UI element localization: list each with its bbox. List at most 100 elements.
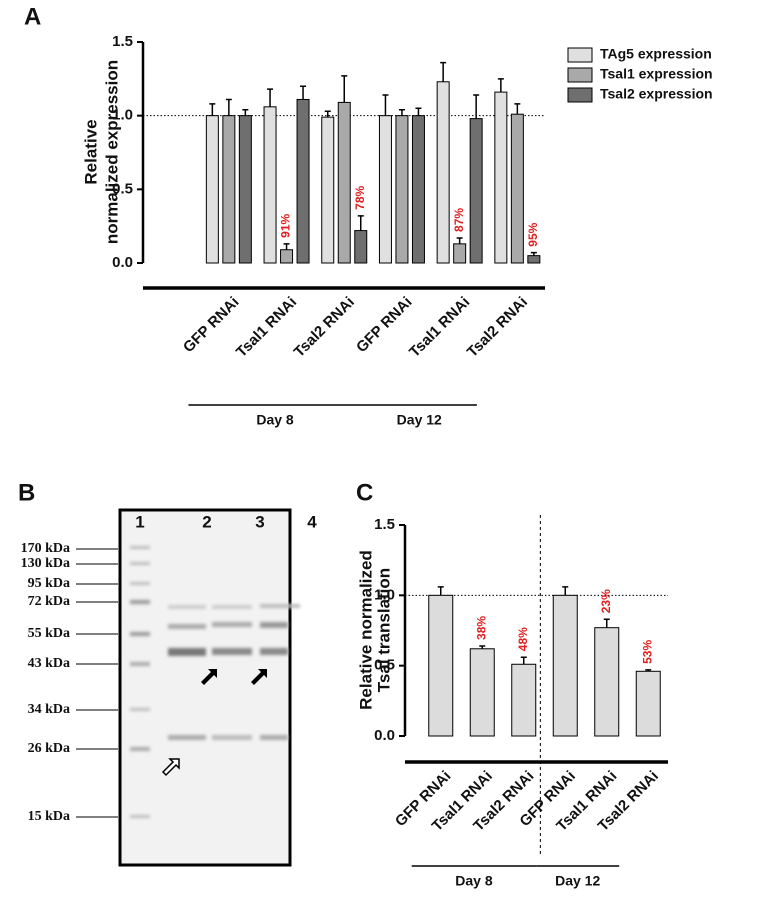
knockdown-label: 48%	[516, 627, 530, 651]
knockdown-label: 78%	[353, 186, 367, 210]
x-tick-label: Tsal2 RNAi	[464, 294, 531, 361]
bar	[296, 98, 310, 264]
knockdown-label: 91%	[279, 213, 293, 237]
group-label: Day 12	[397, 412, 442, 428]
error-bar	[225, 98, 232, 116]
group-label: Day 12	[555, 873, 600, 889]
bar	[635, 670, 661, 737]
y-axis-label: Relative	[81, 119, 100, 184]
legend-swatch	[567, 67, 593, 83]
bar	[428, 594, 454, 737]
error-bar	[300, 85, 307, 100]
error-bar	[473, 94, 480, 119]
x-tick-label: GFP RNAi	[180, 294, 243, 357]
error-bar	[456, 237, 463, 244]
marker-label: 130 kDa	[21, 556, 70, 571]
error-bar	[440, 61, 447, 82]
error-bar	[324, 110, 331, 118]
x-tick-label: Tsal1 RNAi	[406, 294, 473, 361]
marker-label: 34 kDa	[28, 702, 70, 717]
y-tick-label: 0.0	[112, 254, 133, 271]
bar	[594, 627, 620, 737]
panel-letter: A	[24, 3, 41, 30]
arrow	[161, 758, 180, 777]
bar	[378, 115, 392, 264]
x-tick-label: Tsal2 RNAi	[291, 294, 358, 361]
x-tick-label: Tsal1 RNAi	[233, 294, 300, 361]
marker-label: 170 kDa	[21, 541, 70, 556]
error-bar	[497, 78, 504, 93]
bar	[395, 115, 409, 264]
knockdown-label: 38%	[474, 616, 488, 640]
legend-label: Tsal1 expression	[600, 66, 713, 82]
bar	[238, 115, 252, 264]
error-bar	[283, 243, 290, 250]
y-tick-label: 1.0	[374, 586, 395, 603]
marker-label: 55 kDa	[28, 626, 70, 641]
panel-letter: C	[356, 479, 373, 506]
error-bar	[382, 94, 389, 116]
panel-letter: B	[18, 479, 35, 506]
knockdown-label: 53%	[640, 640, 654, 664]
bar	[510, 113, 524, 264]
bar	[337, 101, 351, 264]
error-bar	[209, 103, 216, 116]
knockdown-label: 87%	[452, 208, 466, 232]
error-bar	[437, 586, 444, 596]
error-bar	[267, 88, 274, 107]
group-label: Day 8	[256, 412, 294, 428]
error-bar	[530, 251, 537, 256]
x-tick-label: GFP RNAi	[353, 294, 416, 357]
marker-label: 15 kDa	[28, 809, 70, 824]
error-bar	[562, 586, 569, 596]
bar	[354, 230, 368, 264]
legend-swatch	[567, 87, 593, 103]
error-bar	[520, 656, 527, 665]
bar	[453, 243, 467, 264]
error-bar	[357, 215, 364, 231]
y-tick-label: 0.5	[112, 180, 133, 197]
knockdown-label: 23%	[599, 589, 613, 613]
bar	[469, 648, 495, 737]
bar	[411, 115, 425, 264]
gel-bands	[130, 546, 300, 818]
y-tick-label: 0.0	[374, 727, 395, 744]
marker-label: 72 kDa	[28, 594, 70, 609]
bar	[263, 106, 277, 264]
bar	[321, 116, 335, 264]
bar	[552, 594, 578, 737]
y-axis-label: normalized expression	[102, 60, 121, 244]
marker-label: 26 kDa	[28, 741, 70, 756]
group-label: Day 8	[455, 873, 493, 889]
arrow	[201, 669, 217, 685]
y-tick-label: 0.5	[374, 657, 395, 674]
marker-label: 43 kDa	[28, 656, 70, 671]
lane-label: 3	[255, 512, 264, 531]
legend-label: TAg5 expression	[600, 46, 712, 62]
arrow	[251, 669, 267, 685]
y-tick-label: 1.5	[112, 33, 133, 50]
lane-label: 4	[307, 512, 317, 531]
knockdown-label: 95%	[526, 222, 540, 246]
bar	[469, 118, 483, 264]
y-tick-label: 1.5	[374, 516, 395, 533]
gel-frame	[118, 508, 292, 867]
legend-swatch	[567, 47, 593, 63]
lane-label: 2	[202, 512, 211, 531]
bar	[436, 81, 450, 264]
y-tick-label: 1.0	[112, 107, 133, 124]
bar	[511, 663, 537, 737]
bar	[527, 255, 541, 264]
error-bar	[242, 109, 249, 116]
bar	[280, 249, 294, 264]
lane-label: 1	[135, 512, 144, 531]
error-bar	[398, 109, 405, 116]
bar	[222, 115, 236, 264]
marker-label: 95 kDa	[28, 576, 70, 591]
legend-label: Tsal2 expression	[600, 86, 713, 102]
error-bar	[479, 645, 486, 649]
bar	[205, 115, 219, 264]
y-axis-label: Tsal translation	[374, 568, 393, 692]
